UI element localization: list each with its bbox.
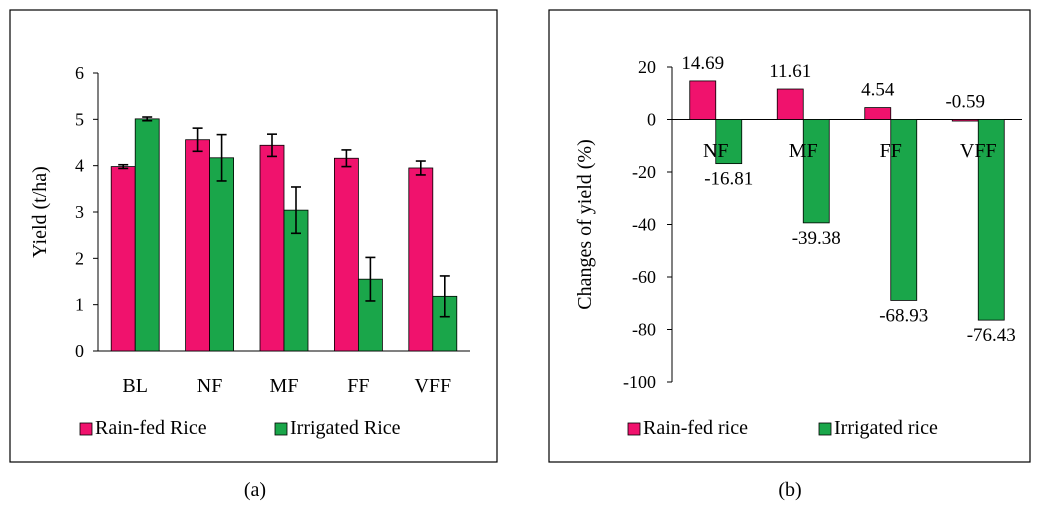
legend-swatch — [627, 422, 641, 436]
y-tick-label: 4 — [75, 156, 84, 176]
y-tick-label: -100 — [623, 372, 656, 392]
bar — [408, 167, 434, 352]
bar — [333, 157, 359, 352]
legend-label: Rain-fed Rice — [95, 417, 207, 439]
bar — [259, 144, 285, 352]
y-tick-label: 5 — [75, 109, 84, 129]
bar — [977, 119, 1005, 321]
y-tick-label: 0 — [647, 110, 656, 130]
y-tick-label: -20 — [632, 162, 656, 182]
legend-label: Irrigated rice — [834, 417, 938, 439]
y-axis-title: Changes of yield (%) — [574, 139, 596, 310]
bar — [776, 88, 804, 120]
y-tick-label: 1 — [75, 295, 84, 315]
bar — [185, 139, 211, 352]
y-tick-label: 20 — [638, 57, 656, 77]
legend-swatch — [79, 422, 93, 436]
bar — [864, 107, 892, 120]
bar — [689, 80, 717, 120]
panel-a-frame — [9, 9, 498, 463]
legend-label: Irrigated Rice — [290, 417, 401, 439]
panel-a-chart: 0 1 2 3 4 5 6 Yield (t/ha) BL NF MF FF VFF Rain-fed R… — [29, 63, 470, 439]
data-label: -76.43 — [967, 325, 1016, 346]
bar — [890, 119, 918, 301]
legend-swatch — [818, 422, 832, 436]
bar — [134, 118, 160, 352]
panel-b-frame — [548, 9, 1031, 463]
x-tick-label: VFF — [960, 140, 997, 162]
x-tick-label: BL — [122, 375, 148, 397]
y-tick-label: 2 — [75, 248, 84, 268]
data-label: -0.59 — [945, 92, 985, 113]
data-label: 14.69 — [681, 53, 724, 74]
data-label: 11.61 — [769, 61, 811, 82]
y-tick-label: -80 — [632, 320, 656, 340]
panel-b-label: (b) — [778, 479, 801, 501]
panel-a-label: (a) — [244, 479, 266, 501]
y-tick-label: 0 — [75, 341, 84, 361]
bar — [951, 119, 979, 122]
bar — [715, 119, 743, 165]
y-tick-label: -40 — [632, 215, 656, 235]
legend-swatch — [274, 422, 288, 436]
bar — [110, 166, 136, 352]
x-tick-label: FF — [880, 140, 902, 162]
y-tick-label: -60 — [632, 267, 656, 287]
data-label: -16.81 — [704, 169, 753, 190]
x-tick-label: VFF — [414, 375, 451, 397]
legend-label: Rain-fed rice — [643, 417, 748, 439]
bar — [802, 119, 830, 224]
x-tick-label: FF — [347, 375, 369, 397]
y-tick-label: 3 — [75, 202, 84, 222]
panel-b-chart: 20 0 -20 -40 -60 -80 -100 Changes of yield (%) 1… — [574, 53, 1022, 439]
x-tick-label: MF — [270, 375, 299, 397]
y-axis-title: Yield (t/ha) — [29, 166, 51, 258]
bar — [209, 157, 235, 352]
data-label: -39.38 — [792, 228, 841, 249]
data-label: -68.93 — [879, 305, 928, 326]
y-tick-label: 6 — [75, 63, 84, 83]
data-label: 4.54 — [861, 80, 895, 101]
x-tick-label: NF — [197, 375, 223, 397]
x-tick-label: MF — [789, 140, 818, 162]
x-tick-label: NF — [703, 140, 729, 162]
